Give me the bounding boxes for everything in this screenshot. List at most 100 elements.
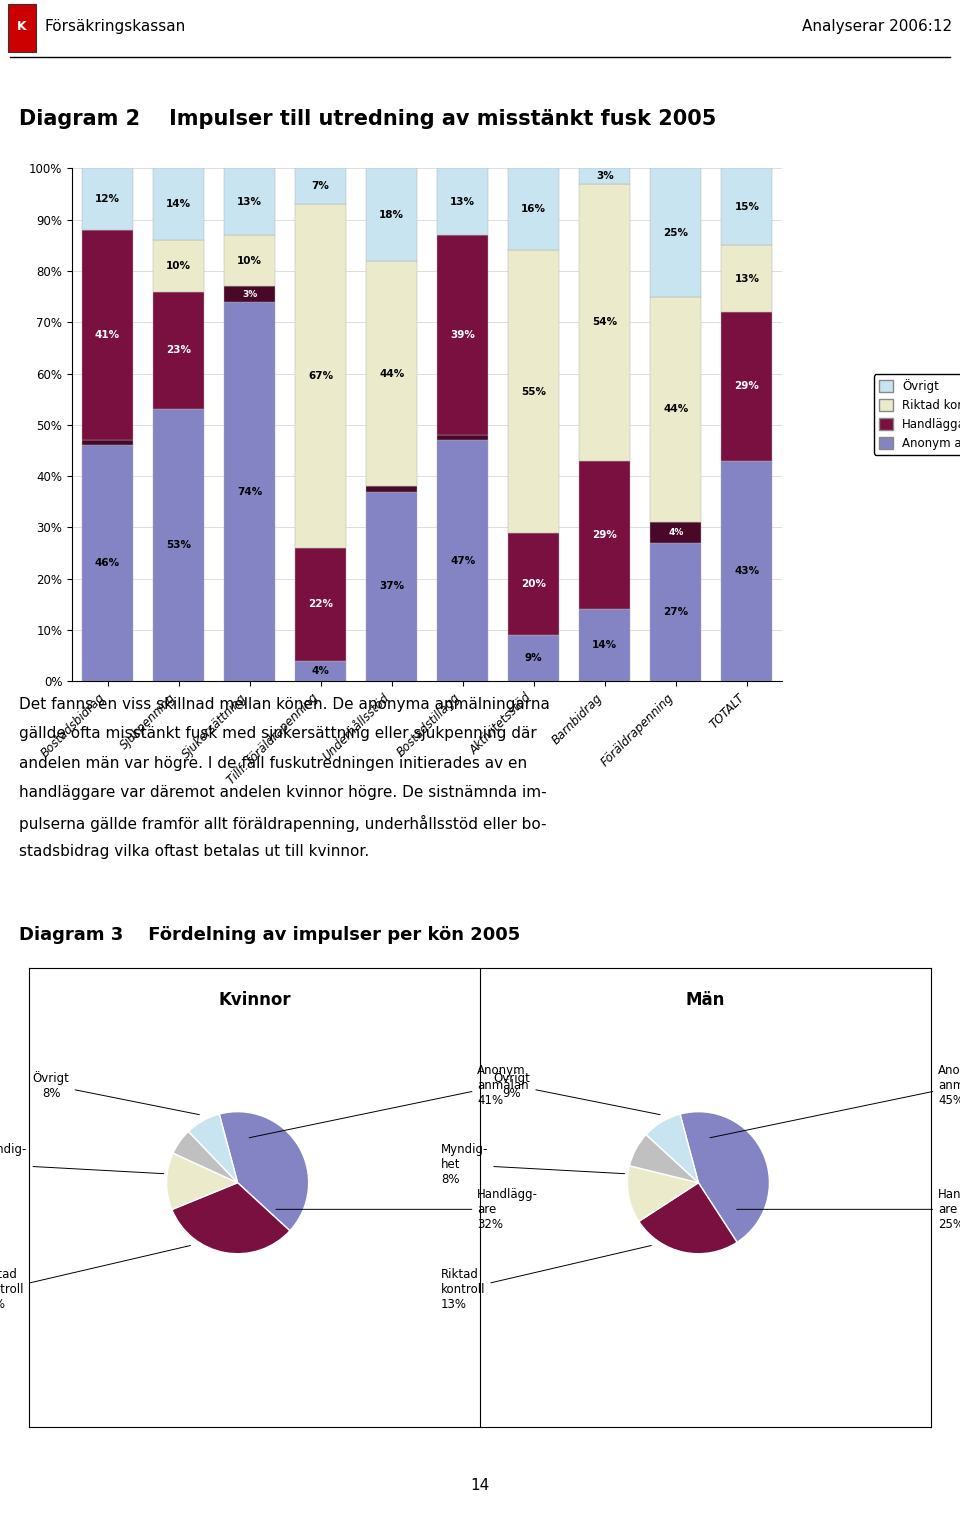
Text: 29%: 29% (734, 381, 759, 392)
Bar (366, 487, 418, 491)
Text: 22%: 22% (308, 599, 333, 609)
Text: 53%: 53% (166, 540, 191, 550)
Text: 14: 14 (470, 1477, 490, 1493)
Bar (650, 522, 702, 544)
Text: Män: Män (685, 991, 726, 1009)
Text: 47%: 47% (450, 556, 475, 566)
Text: 55%: 55% (521, 386, 546, 397)
Bar (508, 251, 560, 533)
Text: stadsbidrag vilka oftast betalas ut till kvinnor.: stadsbidrag vilka oftast betalas ut till… (19, 844, 370, 859)
Bar (721, 461, 773, 681)
Bar (153, 240, 204, 291)
Text: Handlägg-
are
25%: Handlägg- are 25% (736, 1188, 960, 1231)
Bar (224, 286, 276, 302)
Text: Handlägg-
are
32%: Handlägg- are 32% (276, 1188, 539, 1231)
Bar (579, 184, 631, 461)
Bar (437, 236, 489, 435)
Bar (508, 533, 560, 635)
Bar (366, 491, 418, 681)
Wedge shape (172, 1182, 290, 1254)
Text: 16%: 16% (521, 205, 546, 214)
Bar (366, 260, 418, 487)
Text: 4%: 4% (312, 666, 329, 677)
Text: Anonym
anmälan
45%: Anonym anmälan 45% (710, 1064, 960, 1138)
Bar (508, 168, 560, 251)
Text: 7%: 7% (312, 181, 329, 191)
Text: 13%: 13% (237, 197, 262, 207)
Wedge shape (646, 1115, 699, 1182)
Bar (82, 168, 133, 230)
Text: Myndig-
het
6%: Myndig- het 6% (0, 1144, 164, 1187)
Text: 3%: 3% (596, 171, 613, 181)
Text: 10%: 10% (166, 260, 191, 271)
Bar (437, 168, 489, 236)
Text: 12%: 12% (95, 194, 120, 204)
Text: 46%: 46% (95, 559, 120, 568)
Text: 43%: 43% (734, 566, 759, 576)
Text: Diagram 2    Impulser till utredning av misstänkt fusk 2005: Diagram 2 Impulser till utredning av mis… (19, 109, 716, 130)
Bar (82, 446, 133, 681)
Text: 13%: 13% (734, 274, 759, 283)
Wedge shape (188, 1115, 238, 1182)
Text: Kvinnor: Kvinnor (218, 991, 291, 1009)
Bar (650, 168, 702, 297)
Text: Analyserar 2006:12: Analyserar 2006:12 (802, 18, 952, 34)
Bar (650, 297, 702, 522)
Bar (295, 204, 347, 548)
FancyBboxPatch shape (8, 5, 36, 52)
Text: 44%: 44% (379, 369, 404, 378)
Text: 23%: 23% (166, 346, 191, 355)
Bar (579, 609, 631, 681)
Bar (650, 544, 702, 681)
Text: 13%: 13% (450, 197, 475, 207)
Text: 67%: 67% (308, 371, 333, 381)
Bar (366, 168, 418, 260)
Bar (579, 168, 631, 184)
Text: handläggare var däremot andelen kvinnor högre. De sistnämnda im-: handläggare var däremot andelen kvinnor … (19, 785, 547, 801)
Bar (153, 409, 204, 681)
Bar (224, 236, 276, 286)
Text: 74%: 74% (237, 487, 262, 496)
Wedge shape (680, 1112, 769, 1242)
Wedge shape (173, 1131, 238, 1182)
Text: 18%: 18% (379, 210, 404, 219)
Text: 9%: 9% (525, 654, 542, 663)
Bar (153, 291, 204, 409)
Text: 20%: 20% (521, 579, 546, 589)
Wedge shape (167, 1153, 238, 1209)
Bar (82, 230, 133, 441)
Text: 25%: 25% (663, 228, 688, 237)
Text: Diagram 3    Fördelning av impulser per kön 2005: Diagram 3 Fördelning av impulser per kön… (19, 926, 520, 945)
Text: 41%: 41% (95, 331, 120, 340)
Text: 3%: 3% (242, 289, 257, 299)
Bar (224, 302, 276, 681)
Wedge shape (638, 1182, 737, 1254)
Bar (295, 661, 347, 681)
Bar (437, 435, 489, 441)
Text: Övrigt
9%: Övrigt 9% (493, 1070, 660, 1115)
Bar (153, 168, 204, 240)
Text: 10%: 10% (237, 256, 262, 266)
Text: Riktad
kontroll
13%: Riktad kontroll 13% (441, 1246, 651, 1311)
Text: pulserna gällde framför allt föräldrapenning, underhållsstöd eller bo-: pulserna gällde framför allt föräldrapen… (19, 814, 546, 831)
Legend: Övrigt, Riktad kontroll, Handläggare, Anonym anmälan: Övrigt, Riktad kontroll, Handläggare, An… (874, 375, 960, 455)
Text: 39%: 39% (450, 331, 475, 340)
Text: 14%: 14% (592, 640, 617, 651)
Bar (721, 245, 773, 312)
Bar (508, 635, 560, 681)
Text: 4%: 4% (668, 528, 684, 537)
Bar (295, 548, 347, 661)
Bar (721, 168, 773, 245)
Text: Det fanns en viss skillnad mellan könen. De anonyma anmälningarna: Det fanns en viss skillnad mellan könen.… (19, 697, 550, 712)
Text: 44%: 44% (663, 404, 688, 415)
Text: Myndig-
het
8%: Myndig- het 8% (441, 1144, 625, 1187)
Text: Övrigt
8%: Övrigt 8% (33, 1070, 200, 1115)
Text: Anonym
anmälan
41%: Anonym anmälan 41% (250, 1064, 529, 1138)
Text: 29%: 29% (592, 530, 617, 540)
Wedge shape (630, 1134, 699, 1182)
Bar (437, 441, 489, 681)
Text: Riktad
kontroll
13%: Riktad kontroll 13% (0, 1246, 190, 1311)
Text: 14%: 14% (166, 199, 191, 210)
Text: gällde ofta misstänkt fusk med sjukersättning eller sjukpenning där: gällde ofta misstänkt fusk med sjukersät… (19, 726, 537, 741)
Bar (721, 312, 773, 461)
